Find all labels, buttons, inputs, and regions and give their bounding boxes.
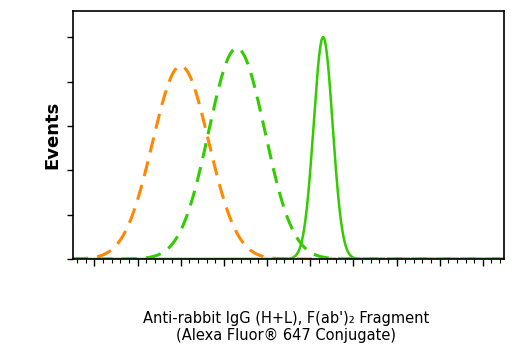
Text: Anti-rabbit IgG (H+L), F(ab')₂ Fragment
(Alexa Fluor® 647 Conjugate): Anti-rabbit IgG (H+L), F(ab')₂ Fragment … <box>143 310 429 343</box>
Y-axis label: Events: Events <box>44 101 62 169</box>
